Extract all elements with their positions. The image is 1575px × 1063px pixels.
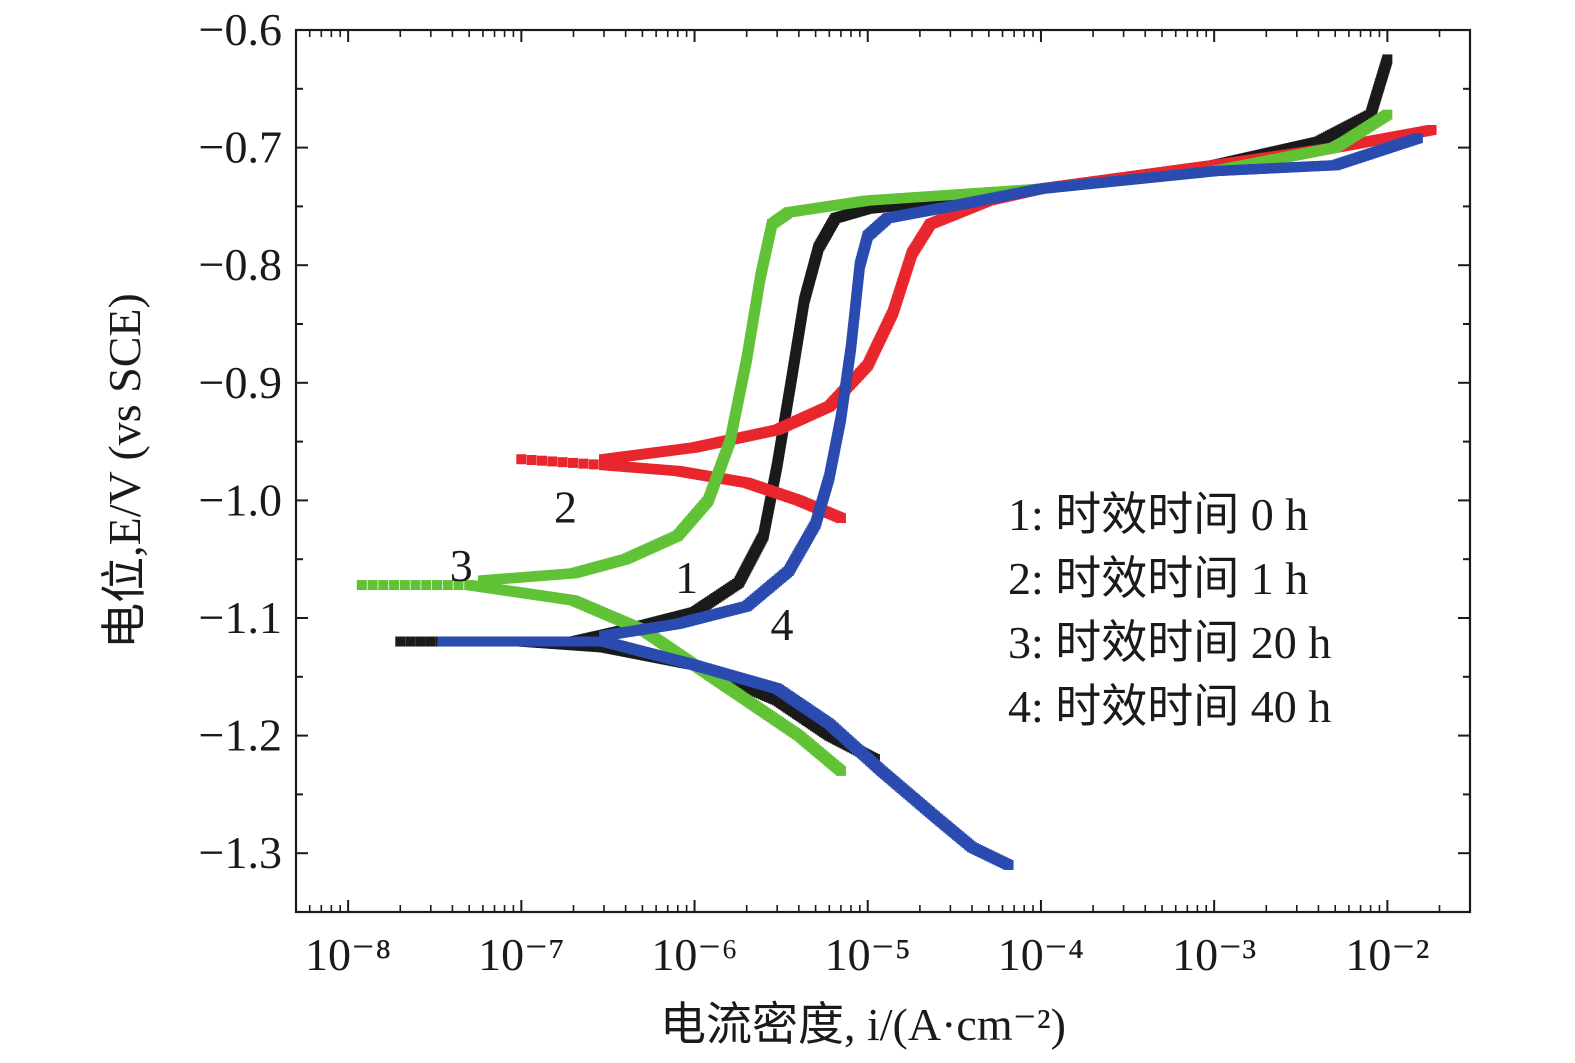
x-tick-label: 10⁻²	[1345, 929, 1429, 980]
data-point	[466, 636, 477, 647]
series-4	[437, 133, 1423, 870]
y-tick-label: −1.2	[199, 710, 282, 761]
x-tick-label: 10⁻⁷	[478, 929, 564, 980]
data-point	[378, 580, 389, 591]
curve-label: 3	[450, 540, 473, 591]
data-point	[506, 636, 517, 647]
data-point	[578, 458, 589, 469]
data-point	[476, 636, 487, 647]
data-point	[389, 580, 400, 591]
data-point	[367, 580, 378, 591]
data-point	[537, 455, 548, 466]
data-point	[399, 580, 410, 591]
legend-entry: 2: 时效时间 1 h	[1008, 553, 1308, 604]
legend-entry: 3: 时效时间 20 h	[1008, 617, 1331, 668]
data-point	[415, 636, 426, 647]
series-layer	[356, 54, 1437, 870]
y-axis: −0.6 −0.7 −0.8 −0.9 −1.0 −1.1 −1.2 −1.3	[199, 4, 1470, 878]
data-point	[526, 454, 537, 465]
curve-labels: 1 2 3 4	[450, 481, 794, 650]
data-point	[437, 636, 448, 647]
y-tick-label: −0.6	[199, 4, 282, 55]
data-point	[588, 459, 599, 470]
data-point	[486, 636, 497, 647]
plot-frame	[294, 28, 1472, 914]
data-point	[410, 580, 421, 591]
curve-label: 1	[675, 552, 698, 603]
data-point	[421, 580, 432, 591]
data-point	[1412, 133, 1423, 144]
data-point	[447, 636, 458, 647]
data-point	[425, 636, 436, 647]
data-point	[567, 457, 578, 468]
curve-label: 2	[554, 481, 577, 532]
y-tick-label: −1.0	[199, 474, 282, 525]
y-tick-label: −0.8	[199, 239, 282, 290]
data-point	[557, 457, 568, 468]
data-point	[1426, 124, 1437, 135]
data-point	[835, 765, 846, 776]
x-tick-label: 10⁻⁸	[305, 929, 391, 980]
data-point	[1382, 54, 1393, 65]
legend-entry: 1: 时效时间 0 h	[1008, 489, 1308, 540]
y-tick-label: −1.3	[199, 827, 282, 878]
data-point	[547, 456, 558, 467]
x-tick-label: 10⁻³	[1172, 929, 1256, 980]
legend-entry: 4: 时效时间 40 h	[1008, 681, 1331, 732]
data-point	[356, 580, 367, 591]
x-tick-label: 10⁻⁶	[651, 929, 737, 980]
x-tick-label: 10⁻⁵	[825, 929, 911, 980]
data-point	[457, 636, 468, 647]
data-point	[1382, 109, 1393, 120]
data-point	[496, 636, 507, 647]
data-point	[516, 454, 527, 465]
data-point	[453, 580, 464, 591]
curve-label: 4	[771, 599, 794, 650]
data-point	[1003, 859, 1014, 870]
data-point	[405, 636, 416, 647]
x-tick-label: 10⁻⁴	[998, 929, 1084, 980]
data-point	[442, 580, 453, 591]
y-axis-title: 电位,E/V (vs SCE)	[99, 293, 150, 649]
series-2	[516, 124, 1437, 524]
legend: 1: 时效时间 0 h 2: 时效时间 1 h 3: 时效时间 20 h 4: 时效时…	[1008, 489, 1331, 732]
data-point	[395, 636, 406, 647]
x-axis-title: 电流密度, i/(A·cm⁻²)	[660, 999, 1066, 1050]
y-tick-label: −0.9	[199, 357, 282, 408]
data-point	[835, 513, 846, 524]
y-tick-label: −1.1	[199, 592, 282, 643]
x-axis: 10⁻⁸ 10⁻⁷ 10⁻⁶ 10⁻⁵ 10⁻⁴ 10⁻³ 10⁻²	[305, 30, 1441, 980]
data-point	[431, 580, 442, 591]
y-tick-label: −0.7	[199, 122, 282, 173]
